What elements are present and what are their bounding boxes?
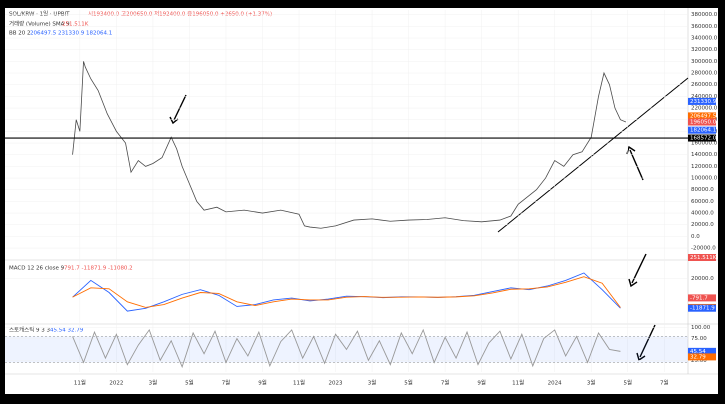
y-tick-label: 360000.0: [691, 24, 718, 30]
price-tag-label: 168572.0: [690, 136, 717, 142]
y-tick-label: 160000.0: [691, 141, 718, 147]
x-tick-label: 2024: [548, 381, 562, 387]
x-tick-label: 5월: [404, 379, 413, 387]
volume-value-tag: 251.511K: [690, 255, 717, 261]
y-tick-label: 40000.0: [691, 211, 714, 217]
price-tag: [688, 347, 716, 355]
bb-legend: BB 20 2: [9, 31, 31, 37]
y-tick-label: 320000.0: [691, 47, 718, 53]
y-tick-label: 25.00: [691, 358, 707, 364]
macd-values: -791.7 -11871.9 -11080.2: [62, 266, 133, 272]
y-tick-label: 380000.0: [691, 12, 718, 18]
series-line: [72, 276, 621, 308]
stoch-values: 45.54 32.79: [50, 328, 84, 334]
chart-background: [5, 8, 718, 394]
y-tick-label: 260000.0: [691, 82, 718, 88]
ohlc-legend: 시193400.0 고200650.0 저192400.0 종196050.0 …: [88, 10, 272, 18]
x-tick-label: 5월: [623, 379, 632, 387]
x-tick-label: 7월: [222, 379, 231, 387]
volume-legend: 거래량 (Volume) SMA 9: [9, 20, 70, 28]
symbol-title: SOL/KRW · 1일 · UPBIT: [9, 10, 70, 18]
y-tick-label: 0.0: [691, 234, 700, 240]
x-tick-label: 9월: [258, 379, 267, 387]
x-tick-label: 9월: [477, 379, 486, 387]
price-tag-label: -791.7: [690, 295, 708, 301]
trend-line: [497, 77, 689, 233]
price-tag-label: 206497.5: [690, 113, 717, 119]
x-tick-label: 3월: [149, 379, 158, 387]
price-tag: [688, 118, 716, 126]
y-tick-label: 240000.0: [691, 94, 718, 100]
price-tag: [688, 304, 716, 312]
price-tag: [688, 126, 716, 134]
bb-values: 206497.5 231330.9 182064.1: [30, 31, 112, 37]
x-tick-label: 2022: [109, 381, 123, 387]
x-tick-label: 5월: [185, 379, 194, 387]
y-tick-label: 80000.0: [691, 187, 714, 193]
price-tag: [688, 112, 716, 120]
annotation-arrows: [169, 94, 656, 362]
price-tag-label: 196050.0: [690, 120, 717, 126]
x-tick-label: 7월: [660, 379, 669, 387]
y-tick-label: 300000.0: [691, 59, 718, 65]
price-tag: [688, 294, 716, 302]
price-tag-label: 182064.1: [690, 128, 716, 134]
price-tag-label: 45.54: [690, 349, 706, 355]
price-tag-label: 231330.9: [690, 99, 717, 105]
x-tick-label: 7월: [441, 379, 450, 387]
stoch-title: 스토캐스틱 9 3 3: [9, 326, 51, 334]
y-tick-label: 20000.0: [691, 276, 714, 282]
x-tick-label: 3월: [368, 379, 377, 387]
y-tick-label: 100.00: [691, 325, 711, 331]
y-tick-label: 75.00: [691, 336, 707, 342]
price-tag: [688, 134, 716, 142]
x-tick-label: 3월: [587, 379, 596, 387]
series-line: [72, 272, 621, 312]
volume-value: 251.511K: [62, 22, 89, 28]
y-tick-label: 20000.0: [691, 222, 714, 228]
series-line: [72, 328, 621, 369]
macd-title: MACD 12 26 close 9: [9, 266, 65, 272]
volume-value-box: [688, 254, 716, 261]
y-tick-label: 140000.0: [691, 152, 718, 158]
price-tag-label: -11871.9: [690, 306, 715, 312]
x-tick-label: 11월: [74, 379, 86, 387]
x-tick-label: 11월: [512, 379, 524, 387]
y-tick-label: 220000.0: [691, 106, 718, 112]
y-tick-label: -20000.0: [691, 246, 716, 252]
price-tag-label: 32.79: [690, 354, 706, 360]
series-line: [72, 61, 627, 229]
y-tick-label: 280000.0: [691, 71, 718, 77]
y-tick-label: 60000.0: [691, 199, 714, 205]
y-tick-label: 340000.0: [691, 36, 718, 42]
y-tick-label: 120000.0: [691, 164, 718, 170]
x-tick-label: 2023: [329, 381, 343, 387]
price-tag: [688, 353, 716, 361]
y-tick-label: 100000.0: [691, 176, 718, 182]
price-tag: [688, 97, 716, 105]
x-tick-label: 11월: [293, 379, 305, 387]
